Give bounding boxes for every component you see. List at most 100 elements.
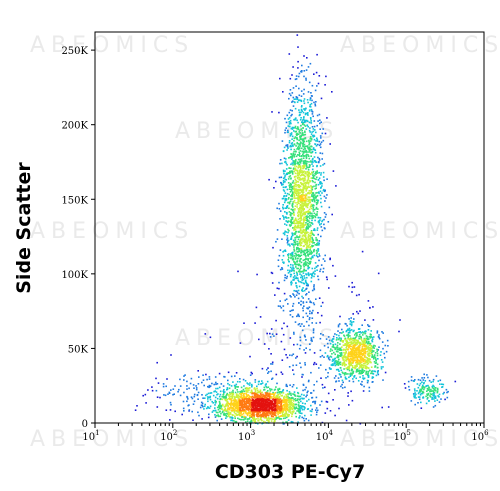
event-point — [288, 401, 290, 404]
event-point — [309, 249, 311, 251]
event-point — [288, 193, 290, 196]
event-point — [290, 392, 292, 395]
event-point — [243, 405, 246, 407]
event-point — [294, 218, 297, 221]
event-point — [288, 397, 291, 399]
event-point — [316, 251, 318, 254]
event-point — [413, 380, 415, 382]
event-point — [313, 208, 316, 211]
event-point — [300, 300, 302, 303]
event-point — [432, 380, 434, 383]
event-point — [306, 145, 309, 148]
event-point — [268, 402, 270, 405]
event-point — [300, 174, 302, 177]
event-point — [293, 250, 296, 252]
event-point — [236, 403, 238, 405]
event-point — [290, 94, 292, 97]
event-point — [300, 207, 303, 209]
event-point — [296, 290, 298, 292]
event-point — [305, 258, 307, 260]
event-point — [309, 238, 311, 240]
event-point — [280, 395, 283, 397]
event-point — [295, 276, 298, 279]
event-point — [297, 238, 300, 241]
event-point — [245, 395, 248, 397]
event-point — [343, 363, 346, 365]
event-point — [299, 206, 301, 209]
event-point — [303, 102, 306, 105]
event-point — [303, 88, 305, 91]
event-point — [313, 384, 315, 386]
event-point — [296, 96, 298, 99]
event-point — [335, 360, 337, 362]
event-point — [302, 259, 305, 262]
event-point — [262, 413, 264, 416]
event-point — [303, 258, 306, 261]
event-point — [302, 316, 304, 319]
event-point — [240, 395, 242, 398]
event-point — [295, 181, 297, 184]
event-point — [310, 232, 313, 235]
event-point — [300, 267, 302, 269]
event-point — [292, 364, 294, 367]
event-point — [215, 400, 217, 403]
event-point — [351, 399, 354, 402]
event-point — [303, 408, 305, 411]
event-point — [308, 266, 311, 269]
event-point — [297, 313, 300, 316]
event-point — [365, 341, 367, 344]
event-point — [326, 354, 329, 357]
event-point — [311, 172, 314, 174]
event-point — [359, 358, 362, 360]
event-point — [236, 395, 238, 398]
event-point — [304, 182, 307, 184]
event-point — [304, 145, 306, 148]
event-point — [291, 193, 293, 196]
event-point — [332, 364, 335, 366]
event-point — [315, 208, 318, 210]
event-point — [306, 206, 309, 209]
event-point — [278, 401, 280, 403]
event-point — [363, 337, 366, 340]
event-point — [220, 383, 223, 385]
event-point — [298, 222, 300, 224]
event-point — [309, 62, 312, 65]
event-point — [290, 212, 293, 215]
event-point — [253, 404, 255, 406]
event-point — [310, 189, 312, 192]
event-point — [252, 414, 254, 416]
event-point — [296, 206, 298, 208]
event-point — [348, 346, 350, 349]
event-point — [260, 415, 263, 418]
event-point — [285, 121, 288, 124]
event-point — [297, 421, 299, 423]
event-point — [293, 162, 295, 164]
event-point — [337, 338, 340, 340]
event-point — [304, 137, 307, 139]
event-point — [291, 209, 294, 211]
event-point — [296, 142, 298, 145]
event-point — [427, 376, 429, 379]
event-point — [299, 240, 301, 243]
event-point — [307, 262, 310, 265]
event-point — [305, 171, 307, 173]
event-point — [355, 371, 358, 373]
event-point — [277, 406, 280, 409]
event-point — [309, 212, 312, 215]
event-point — [202, 379, 205, 381]
event-point — [224, 409, 226, 412]
event-point — [314, 194, 316, 196]
event-point — [303, 252, 306, 254]
event-point — [212, 394, 215, 397]
event-point — [290, 280, 293, 283]
event-point — [292, 266, 294, 268]
event-point — [343, 361, 345, 363]
event-point — [352, 362, 354, 364]
event-point — [300, 274, 303, 277]
event-point — [257, 389, 259, 392]
event-point — [301, 138, 304, 140]
event-point — [307, 234, 310, 236]
event-point — [296, 343, 299, 346]
event-point — [410, 400, 413, 402]
event-point — [318, 171, 320, 174]
